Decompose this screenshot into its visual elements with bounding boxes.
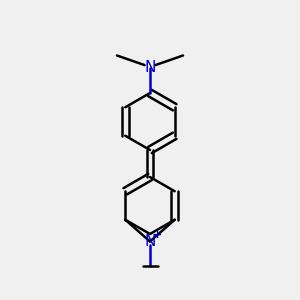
Text: N: N bbox=[144, 60, 156, 75]
Text: N: N bbox=[144, 234, 156, 249]
Text: +: + bbox=[153, 230, 162, 240]
